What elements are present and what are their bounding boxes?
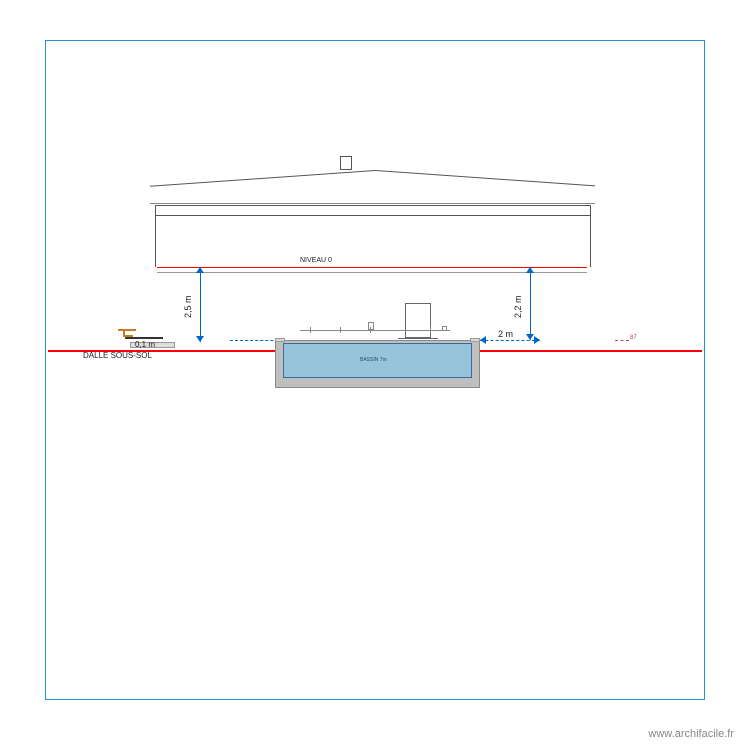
- dim-right-h-label: 2 m: [498, 329, 513, 339]
- dim-right-v-line: [530, 267, 531, 340]
- door-sill: [398, 338, 438, 339]
- pool-inner-label: BASSIN 7m: [360, 357, 387, 363]
- roof-ridge: [150, 203, 595, 204]
- dim-left-label: 2,5 m: [183, 295, 193, 318]
- step-top: [125, 337, 163, 339]
- dim-right-h-line: [480, 340, 540, 341]
- tick-3: [370, 327, 371, 333]
- level0-label: NIVEAU 0: [300, 257, 332, 264]
- fixture-1: [368, 322, 374, 330]
- tick-4: [430, 327, 431, 333]
- pool-coping-left: [275, 338, 285, 342]
- level0-line: [157, 267, 587, 268]
- dim-right-v-label: 2,2 m: [513, 295, 523, 318]
- tick-2: [340, 327, 341, 333]
- door-opening: [405, 303, 431, 338]
- step-label: 0,1 m: [135, 340, 155, 349]
- dim-right-h-arrow-l: [480, 336, 486, 344]
- right-tiny-tick: [615, 340, 629, 341]
- right-tiny-label: 87: [630, 335, 637, 341]
- dim-right-v-arrow-top: [526, 267, 534, 273]
- chimney: [340, 156, 352, 170]
- dalle-label: DALLE SOUS-SOL: [83, 351, 152, 360]
- pool-coping-right: [470, 338, 480, 342]
- tick-1: [310, 327, 311, 333]
- dim-left-arrow-top: [196, 267, 204, 273]
- bracket-bar: [118, 329, 136, 331]
- dim-right-h-arrow-r: [534, 336, 540, 344]
- floor-slab-line: [157, 272, 587, 273]
- dim-left-line: [200, 267, 201, 342]
- dim-left-arrow-bot: [196, 336, 204, 342]
- pool-top-rule: [300, 330, 450, 331]
- watermark: www.archifacile.fr: [648, 728, 734, 740]
